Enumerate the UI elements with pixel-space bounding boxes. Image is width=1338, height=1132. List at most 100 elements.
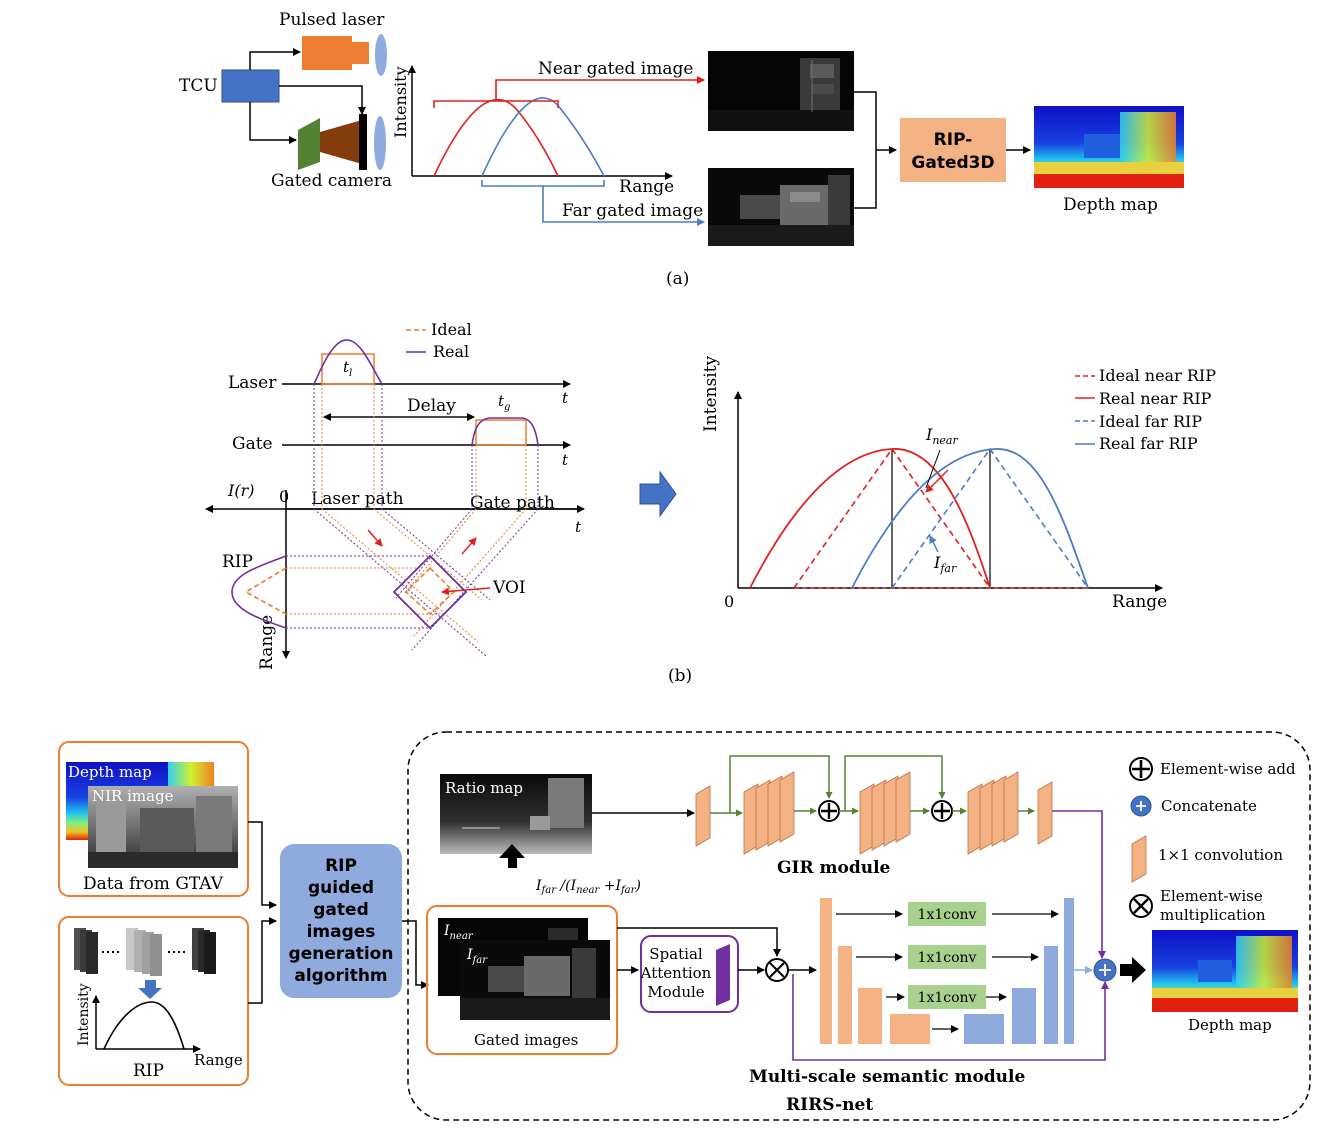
tcu-box xyxy=(221,69,280,103)
near-curve xyxy=(433,98,559,177)
depth-map-a-label: Depth map xyxy=(1063,195,1158,215)
gtav-nir-thumb xyxy=(88,786,238,868)
legend-concat-icon-plus xyxy=(1136,801,1146,811)
caption-a: (a) xyxy=(666,269,689,289)
rirs-net-boundary xyxy=(407,731,1311,1121)
tcu-to-camera-wire xyxy=(249,102,297,144)
panel-c: Depth map NIR image Data from GTAV xyxy=(58,731,1311,1121)
legend-conv-icon xyxy=(1131,835,1147,883)
rip-algo-line6: algorithm xyxy=(294,966,387,986)
gtav-to-algo xyxy=(248,821,277,909)
rip-input-box xyxy=(58,916,249,1086)
rip-down-arrow xyxy=(138,980,162,999)
legend-mult-icon-x xyxy=(1133,898,1149,914)
legend-add-label: Element-wise add xyxy=(1160,760,1296,778)
gated-camera-lens-green xyxy=(298,118,320,170)
rip-algo-box xyxy=(280,844,402,998)
multiply-node-x xyxy=(769,962,785,978)
real-near-rip xyxy=(749,448,991,589)
spatial-line2: Attention xyxy=(640,964,712,982)
rip-real-curve xyxy=(231,555,287,629)
voi-ideal xyxy=(404,566,456,616)
gated-near-label: Inear xyxy=(443,923,474,942)
t-l-label: tl xyxy=(343,358,352,379)
pulsed-laser-nozzle xyxy=(352,42,369,64)
algo-to-gated xyxy=(402,920,429,989)
rip-mini-intensity: Intensity xyxy=(76,983,92,1046)
rip-algo-line5: generation xyxy=(289,944,394,964)
far-curve xyxy=(481,97,605,177)
i-far-label: Ifar xyxy=(933,553,957,575)
ratio-map-label: Ratio map xyxy=(445,779,523,797)
rip-gated3d-line1: RIP- xyxy=(934,130,973,150)
zero-label: 0 xyxy=(279,487,289,506)
panel-b: Ideal Real Laser t tl Delay Gate t tg I(… xyxy=(205,320,1216,686)
gtav-depth-label: Depth map xyxy=(68,763,152,781)
real-far-rip xyxy=(851,448,1089,589)
gate-path-label: Gate path xyxy=(470,493,555,513)
legend-ideal-far-label: Ideal far RIP xyxy=(1099,412,1202,431)
legend-add-icon-plus xyxy=(1132,760,1150,778)
spatial-attention-box xyxy=(640,935,739,1013)
trigger-wire xyxy=(279,85,366,115)
multiscale-module xyxy=(820,898,1093,1044)
tcu-label: TCU xyxy=(179,76,218,96)
legend-conv-label: 1×1 convolution xyxy=(1158,846,1283,864)
rip-mini-range: Range xyxy=(194,1051,243,1069)
conv-1x1-a: 1x1conv xyxy=(918,907,977,923)
multiscale-label: Multi-scale semantic module xyxy=(749,1067,1025,1087)
near-gated-image-label: Near gated image xyxy=(538,59,693,79)
rip-gated3d-line2: Gated3D xyxy=(911,153,994,173)
a-range-label: Range xyxy=(619,177,674,197)
tcu-to-laser-wire xyxy=(249,48,301,70)
gir-to-concat xyxy=(1052,810,1106,959)
legend-real-far-label: Real far RIP xyxy=(1099,434,1198,453)
legend-mult-label-2: multiplication xyxy=(1160,906,1266,924)
space-t-label: t xyxy=(575,518,582,536)
mult-to-concat xyxy=(792,974,1109,1061)
laser-label: Laser xyxy=(228,373,277,393)
b-range-label: Range xyxy=(1112,592,1167,612)
conv-1x1-b: 1x1conv xyxy=(918,950,977,966)
camera-lens xyxy=(374,116,386,170)
rip-label-b: RIP xyxy=(222,552,253,572)
near-gated-image xyxy=(708,51,854,131)
voi-label: VOI xyxy=(492,578,526,598)
merge-lines xyxy=(854,91,896,209)
gate-real-pulse xyxy=(471,417,539,446)
b-intensity-label: Intensity xyxy=(701,356,721,432)
near-bracket xyxy=(433,100,559,108)
ratio-formula: Ifar /(Inear +Ifar) xyxy=(535,878,641,896)
rip-ideal-curve xyxy=(244,567,287,615)
ratio-map-image xyxy=(440,774,592,854)
rip-algo-line3: gated xyxy=(313,900,368,920)
rip-frame-stack xyxy=(74,928,216,976)
concat-node-plus xyxy=(1099,964,1111,976)
legend-real-near-label: Real near RIP xyxy=(1099,389,1212,408)
laser-dir-arrow xyxy=(367,529,383,547)
rip-mini-caption: RIP xyxy=(133,1061,164,1081)
gir-module xyxy=(695,755,1053,855)
caption-b: (b) xyxy=(668,666,692,686)
gtav-box xyxy=(58,741,249,897)
gated-to-mult-top xyxy=(617,927,781,957)
legend-ideal-near-label: Ideal near RIP xyxy=(1099,366,1216,385)
i-r-label: I(r) xyxy=(227,481,254,500)
gated-far-thumb xyxy=(460,940,610,1020)
i-near-arrow xyxy=(925,469,949,493)
output-arrow xyxy=(1120,957,1146,983)
a-intensity-label: Intensity xyxy=(391,66,410,138)
rip-algo-line4: images xyxy=(307,922,376,942)
rip-mini-curve xyxy=(103,1001,185,1050)
gated-camera-sensor xyxy=(359,114,367,170)
far-gated-image xyxy=(708,168,854,246)
laser-lens xyxy=(375,34,387,76)
panel-a: Pulsed laser TCU Gated camera Intensity … xyxy=(179,10,1184,289)
gir-module-label: GIR module xyxy=(777,858,891,878)
spatial-line1: Spatial xyxy=(649,945,703,963)
transition-arrow xyxy=(639,470,677,518)
voi-arrow xyxy=(441,587,491,596)
gtav-caption: Data from GTAV xyxy=(83,874,224,894)
voi-real xyxy=(392,554,468,630)
ratio-up-arrow xyxy=(499,844,525,868)
